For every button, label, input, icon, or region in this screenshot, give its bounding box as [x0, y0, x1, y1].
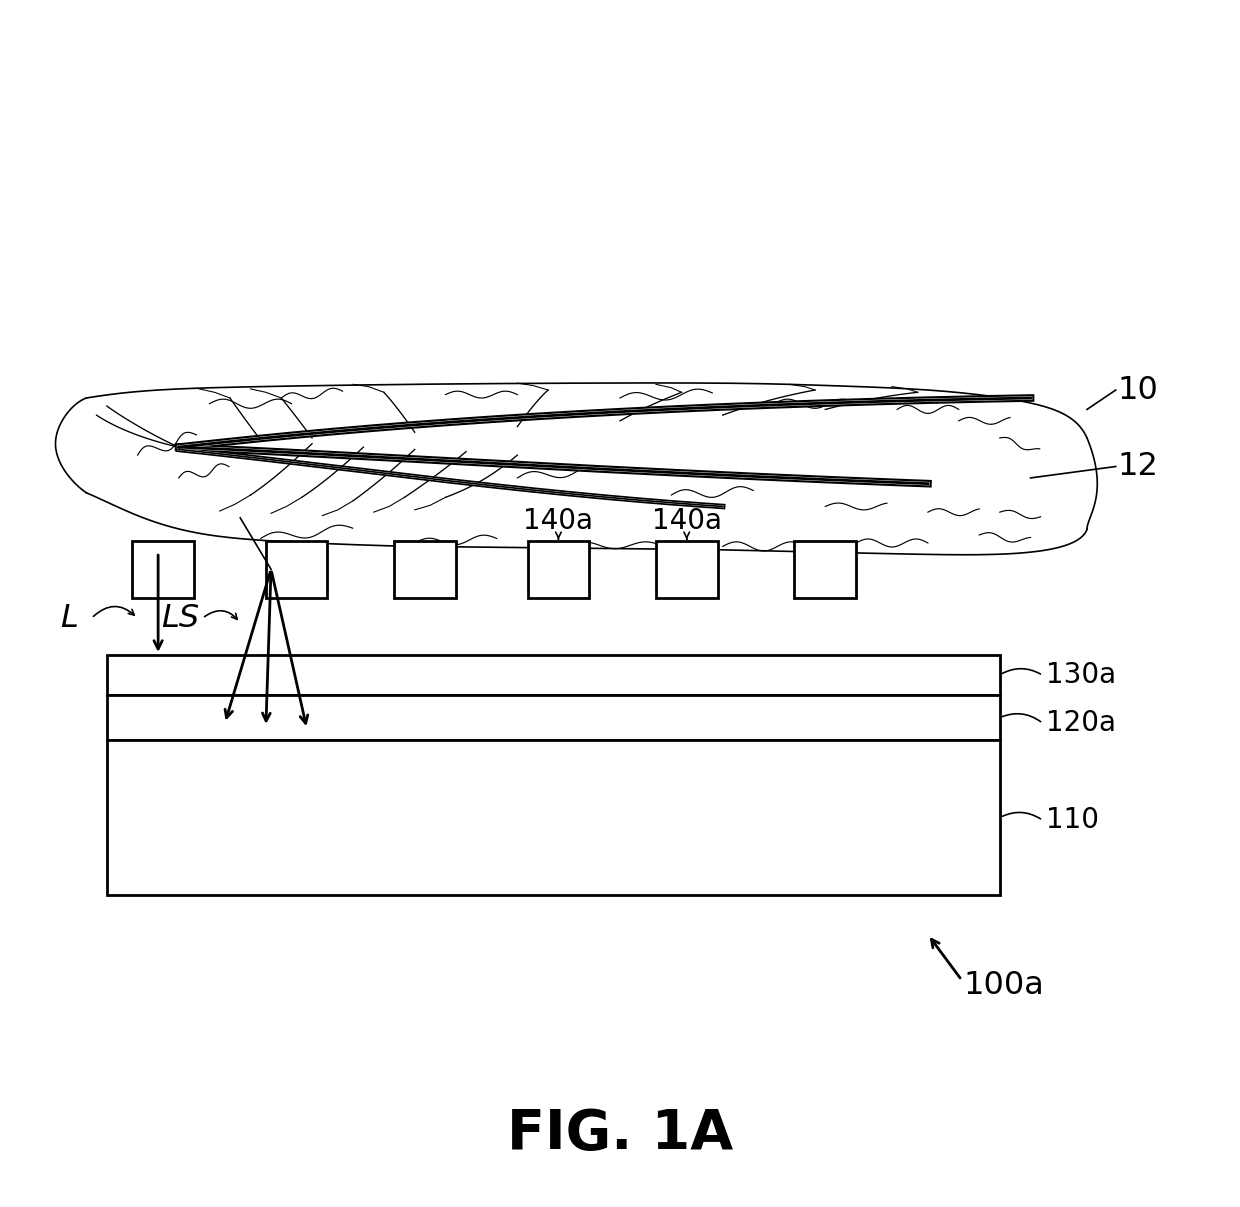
Text: 10: 10: [1117, 374, 1158, 406]
Text: 120a: 120a: [1047, 710, 1116, 737]
Text: 12: 12: [1117, 451, 1159, 482]
Bar: [394, 541, 456, 597]
Text: 100a: 100a: [963, 970, 1044, 1002]
Bar: [133, 541, 193, 597]
Text: 110: 110: [1047, 806, 1099, 834]
Bar: [795, 541, 856, 597]
Bar: [528, 541, 589, 597]
Bar: [656, 541, 718, 597]
Bar: [107, 655, 999, 695]
Text: 140a: 140a: [523, 507, 594, 535]
Bar: [265, 541, 327, 597]
Text: LS: LS: [161, 602, 200, 634]
Text: 130a: 130a: [1047, 661, 1116, 689]
Text: L: L: [61, 602, 78, 634]
Bar: [107, 695, 999, 740]
Text: FIG. 1A: FIG. 1A: [507, 1107, 733, 1161]
Text: 140a: 140a: [652, 507, 722, 535]
Bar: [107, 740, 999, 894]
